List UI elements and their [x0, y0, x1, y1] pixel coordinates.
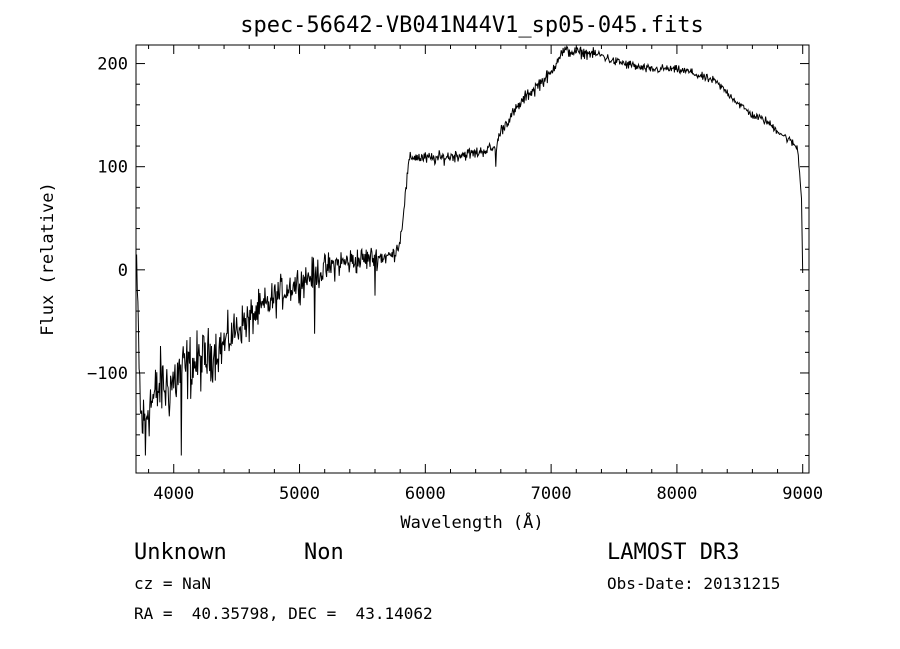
x-tick-label: 7000 [531, 484, 572, 504]
x-tick-label: 4000 [153, 484, 194, 504]
x-tick-label: 5000 [279, 484, 320, 504]
survey-name: LAMOST DR3 [607, 540, 740, 565]
spectrum-line [135, 45, 804, 456]
x-tick-label: 9000 [782, 484, 823, 504]
x-tick-label: 6000 [405, 484, 446, 504]
x-tick-label: 8000 [656, 484, 697, 504]
coordinates: RA = 40.35798, DEC = 43.14062 [134, 604, 433, 623]
x-axis-label: Wavelength (Å) [400, 511, 543, 533]
y-tick-label: 200 [97, 55, 128, 75]
observation-date: Obs-Date: 20131215 [607, 574, 781, 593]
y-axis-label: Flux (relative) [38, 182, 58, 336]
x-axis: 4000 5000 6000 7000 8000 9000 [148, 45, 823, 504]
y-axis: −100 0 100 200 [87, 55, 809, 456]
object-subclass: Non [304, 540, 344, 565]
y-tick-label: 0 [118, 261, 128, 281]
y-tick-label: 100 [97, 158, 128, 178]
y-tick-label: −100 [87, 364, 128, 384]
chart-title: spec-56642-VB041N44V1_sp05-045.fits [240, 13, 704, 38]
plot-frame [135, 44, 810, 474]
object-class: Unknown [134, 540, 227, 565]
redshift: cz = NaN [134, 574, 212, 593]
